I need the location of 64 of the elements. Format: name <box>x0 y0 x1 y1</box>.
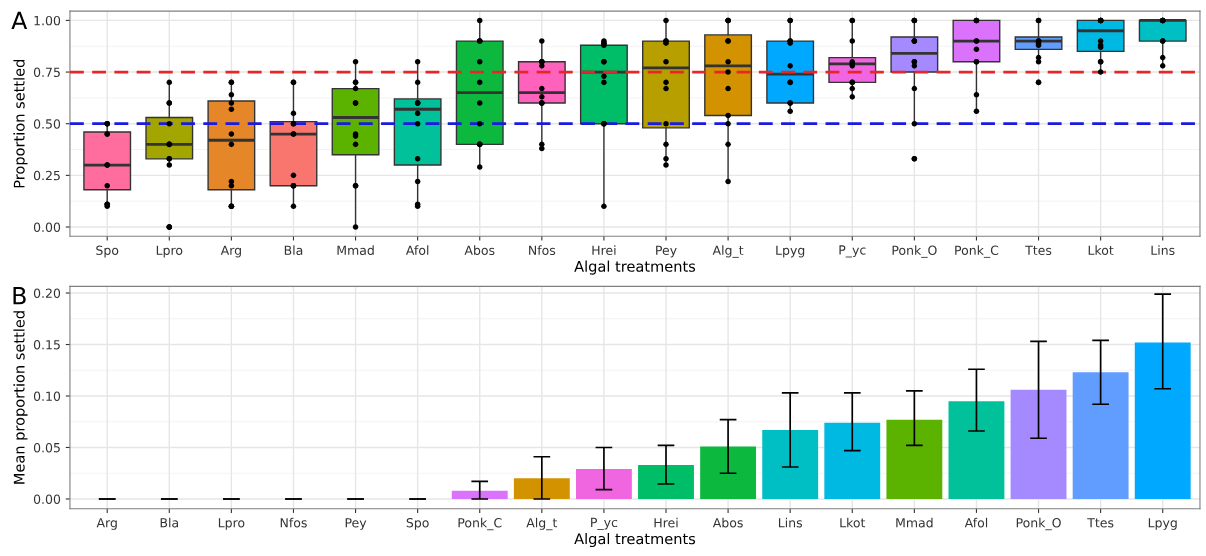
x-tick-label: Mmad <box>896 517 933 528</box>
y-tick-label: 0.00 <box>33 222 61 232</box>
y-tick-label: 0.10 <box>33 391 61 401</box>
bar <box>575 469 632 499</box>
x-tick-label: Bla <box>160 517 179 528</box>
x-tick-label: Lpro <box>156 245 183 258</box>
bar <box>1010 389 1067 499</box>
text: B <box>13 287 26 305</box>
bar <box>1134 342 1191 499</box>
x-tick-label: Lins <box>778 517 803 528</box>
x-tick-label: Lpyg <box>776 245 805 258</box>
y-tick-label: 0.15 <box>33 339 60 350</box>
bar <box>1072 372 1129 499</box>
x-tick-label: Abos <box>464 245 495 255</box>
y-tick-label: 0.75 <box>33 67 60 77</box>
bar <box>700 446 757 499</box>
x-tick-label: Spo <box>406 517 429 530</box>
text: A <box>11 11 28 30</box>
x-tick-label: Alg_t <box>526 517 558 531</box>
x-tick-label: Ponk_O <box>892 245 937 258</box>
y-tick-label: 1.00 <box>34 15 61 26</box>
x-tick-label: Pey <box>345 518 367 530</box>
x-tick-label: Ttes <box>1025 245 1052 255</box>
x-tick-label: Spo <box>96 245 119 258</box>
x-axis-title: Algal treatments <box>574 532 696 548</box>
bar <box>451 490 508 499</box>
x-tick-label: Pey <box>656 245 677 258</box>
bar <box>886 419 943 499</box>
x-tick-label: P_yc <box>591 517 618 530</box>
bar <box>824 422 881 499</box>
x-axis-title: Algal treatments <box>574 260 696 275</box>
x-tick-label: P_yc <box>839 245 866 258</box>
bar <box>762 429 819 499</box>
x-tick-label: Lins <box>1151 245 1175 255</box>
x-tick-label: Mmad <box>337 245 374 255</box>
x-tick-label: Ttes <box>1087 518 1114 528</box>
x-tick-label: Afol <box>964 517 988 528</box>
y-tick-label: 0.25 <box>33 170 60 181</box>
x-tick-label: Lpyg <box>1148 518 1177 530</box>
x-tick-label: Alg_t <box>712 245 744 258</box>
y-tick-label: 0.05 <box>33 442 60 453</box>
x-tick-label: Lkot <box>840 517 866 528</box>
y-tick-label: 0.50 <box>33 119 61 129</box>
bar <box>948 401 1005 499</box>
y-axis-title: Mean proportion settled <box>13 311 28 484</box>
x-tick-label: Nfos <box>529 245 556 255</box>
x-tick-label: Arg <box>220 245 241 258</box>
y-tick-label: 0.20 <box>33 288 61 298</box>
x-tick-label: Abos <box>712 517 743 528</box>
x-tick-label: Ponk_O <box>1016 517 1061 531</box>
bar <box>638 464 694 499</box>
x-tick-label: Bla <box>284 245 303 255</box>
x-tick-label: Ponk_C <box>955 245 999 258</box>
x-tick-label: Afol <box>405 245 429 255</box>
x-tick-label: Hrei <box>654 517 678 528</box>
x-tick-label: Hrei <box>592 245 616 255</box>
x-tick-label: Arg <box>96 518 117 530</box>
x-tick-label: Ponk_C <box>458 517 502 531</box>
x-tick-label: Lpro <box>218 518 245 530</box>
y-axis-title: Proportion settled <box>13 59 28 188</box>
y-tick-label: 0.00 <box>33 494 61 504</box>
x-tick-label: Nfos <box>280 517 307 528</box>
bar <box>513 478 570 499</box>
x-tick-label: Lkot <box>1088 245 1114 255</box>
